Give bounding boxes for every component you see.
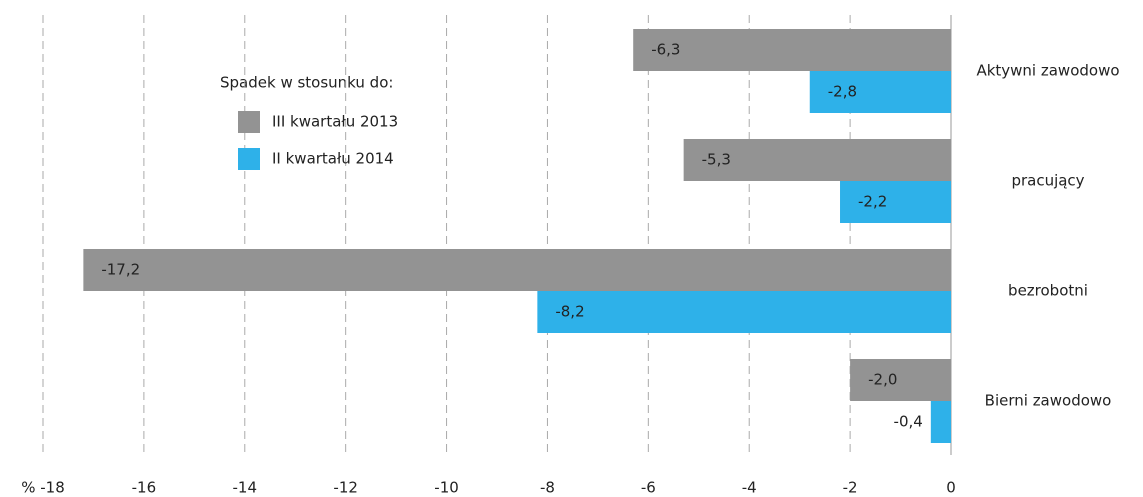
x-tick-label: -6 — [641, 479, 656, 497]
bar — [633, 29, 951, 71]
legend-swatch — [238, 148, 260, 170]
x-tick-label: -8 — [540, 479, 555, 497]
data-label: -2,2 — [858, 193, 887, 211]
bar — [840, 181, 951, 223]
x-tick-label: % -18 — [21, 479, 65, 497]
bar — [850, 359, 951, 401]
x-tick-label: -2 — [843, 479, 858, 497]
data-label: -2,0 — [868, 371, 897, 389]
legend-label: III kwartału 2013 — [272, 113, 398, 131]
bar — [809, 71, 951, 113]
legend-label: II kwartału 2014 — [272, 150, 394, 168]
category-label: bezrobotni — [1008, 282, 1088, 300]
legend-title: Spadek w stosunku do: — [220, 74, 393, 92]
bar — [930, 401, 951, 443]
category-label: pracujący — [1011, 172, 1084, 190]
data-label: -5,3 — [702, 151, 731, 169]
x-tick-label: -4 — [742, 479, 757, 497]
data-label: -17,2 — [101, 261, 140, 279]
data-label: -8,2 — [555, 303, 584, 321]
category-label: Aktywni zawodowo — [976, 62, 1119, 80]
data-label: -6,3 — [651, 41, 680, 59]
bar — [537, 291, 951, 333]
legend-swatch — [238, 111, 260, 133]
x-tick-label: -12 — [333, 479, 358, 497]
bar — [683, 139, 951, 181]
category-label: Bierni zawodowo — [985, 392, 1112, 410]
x-tick-label: -16 — [132, 479, 157, 497]
x-tick-label: -14 — [233, 479, 258, 497]
data-label: -2,8 — [828, 83, 857, 101]
bar — [83, 249, 952, 291]
x-tick-label: 0 — [946, 479, 956, 497]
x-tick-label: -10 — [434, 479, 459, 497]
data-label: -0,4 — [894, 413, 923, 431]
